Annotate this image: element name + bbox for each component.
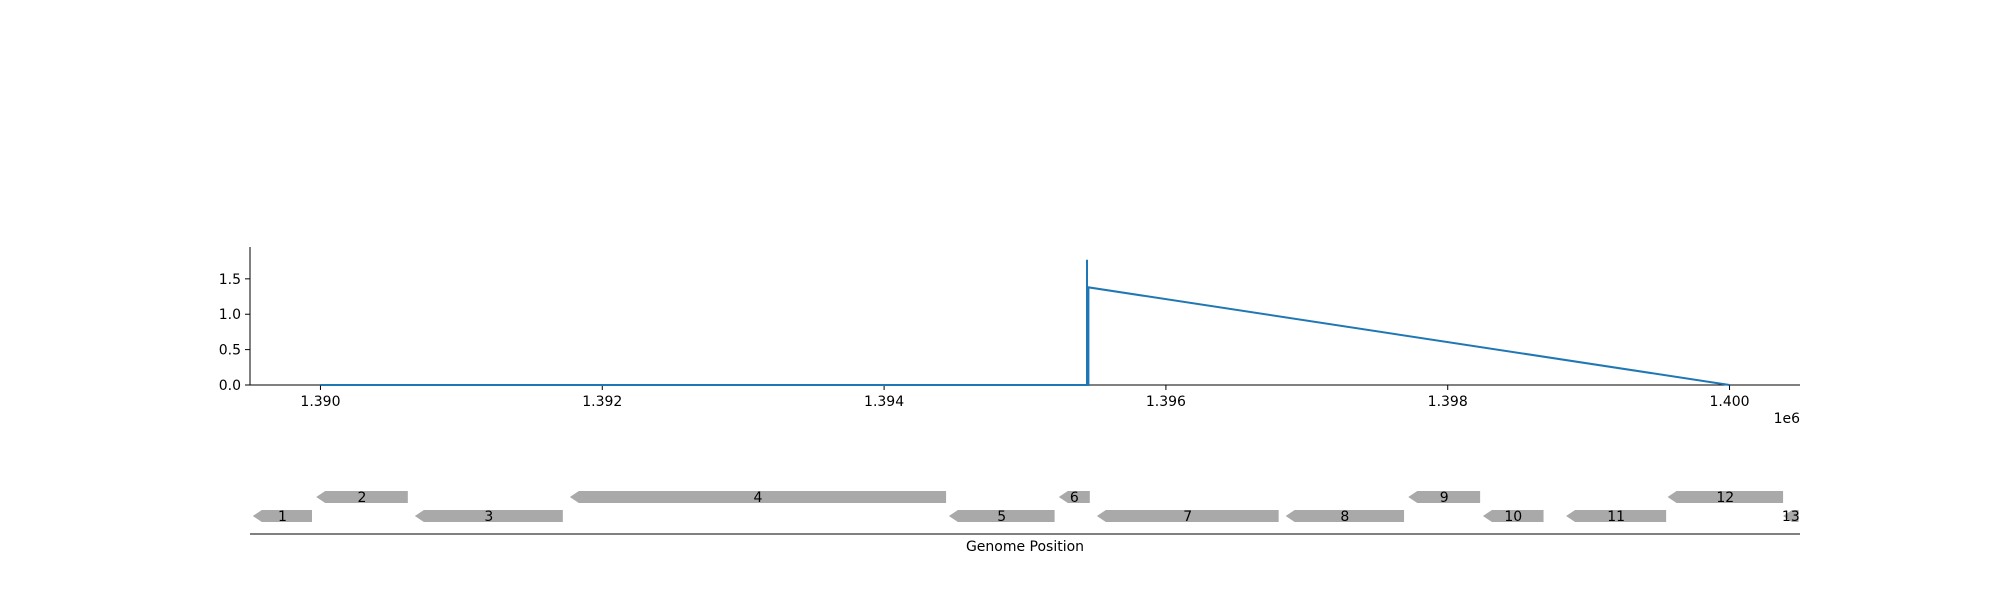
signal-line bbox=[320, 259, 1730, 386]
gene-label-2: 2 bbox=[358, 490, 367, 506]
gene-arrow-1 bbox=[252, 510, 312, 522]
gene-label-3: 3 bbox=[484, 509, 493, 525]
y-ticks: 0.0 0.5 1.0 1.5 bbox=[219, 272, 250, 394]
gene-label-9: 9 bbox=[1440, 490, 1449, 506]
y-tick-label: 0.5 bbox=[219, 343, 241, 359]
gene-track-xlabel: Genome Position bbox=[966, 539, 1084, 555]
gene-label-1: 1 bbox=[278, 509, 287, 525]
gene-label-11: 11 bbox=[1607, 509, 1625, 525]
x-offset-label: 1e6 bbox=[1774, 411, 1801, 427]
gene-label-10: 10 bbox=[1504, 509, 1522, 525]
gene-arrow-13 bbox=[1783, 510, 1799, 522]
gene-arrow-9 bbox=[1408, 491, 1481, 503]
y-tick-label: 1.5 bbox=[219, 272, 241, 288]
gene-arrow-3 bbox=[414, 510, 563, 522]
gene-label-13: 13 bbox=[1782, 509, 1800, 525]
gene-arrow-10 bbox=[1482, 510, 1544, 522]
gene-label-6: 6 bbox=[1070, 490, 1079, 506]
x-tick-label: 1.398 bbox=[1428, 394, 1468, 410]
gene-arrow-8 bbox=[1285, 510, 1405, 522]
gene-label-12: 12 bbox=[1716, 490, 1734, 506]
gene-arrow-5 bbox=[948, 510, 1055, 522]
y-tick-label: 0.0 bbox=[219, 378, 241, 394]
x-ticks: 1.390 1.392 1.394 1.396 1.398 1.400 bbox=[300, 385, 1750, 410]
gene-arrow-6 bbox=[1058, 491, 1090, 503]
gene-label-7: 7 bbox=[1183, 509, 1192, 525]
gene-label-4: 4 bbox=[754, 490, 763, 506]
x-tick-label: 1.396 bbox=[1146, 394, 1186, 410]
gene-arrow-2 bbox=[316, 491, 408, 503]
gene-arrow-4 bbox=[569, 491, 947, 503]
x-tick-label: 1.392 bbox=[582, 394, 622, 410]
gene-arrow-7 bbox=[1096, 510, 1279, 522]
x-tick-label: 1.394 bbox=[864, 394, 904, 410]
gene-arrow-12 bbox=[1667, 491, 1784, 503]
signal-panel: 0.00.51.01.5 1.390 1.392 1.394 1.396 1.398 1.… bbox=[219, 247, 1800, 427]
y-tick-label: 1.0 bbox=[219, 307, 241, 323]
gene-label-8: 8 bbox=[1340, 509, 1349, 525]
gene-label-5: 5 bbox=[997, 509, 1006, 525]
gene-arrow-11 bbox=[1566, 510, 1667, 522]
x-tick-label: 1.390 bbox=[300, 394, 340, 410]
signal-series bbox=[320, 259, 1730, 386]
x-tick-label: 1.400 bbox=[1709, 394, 1749, 410]
